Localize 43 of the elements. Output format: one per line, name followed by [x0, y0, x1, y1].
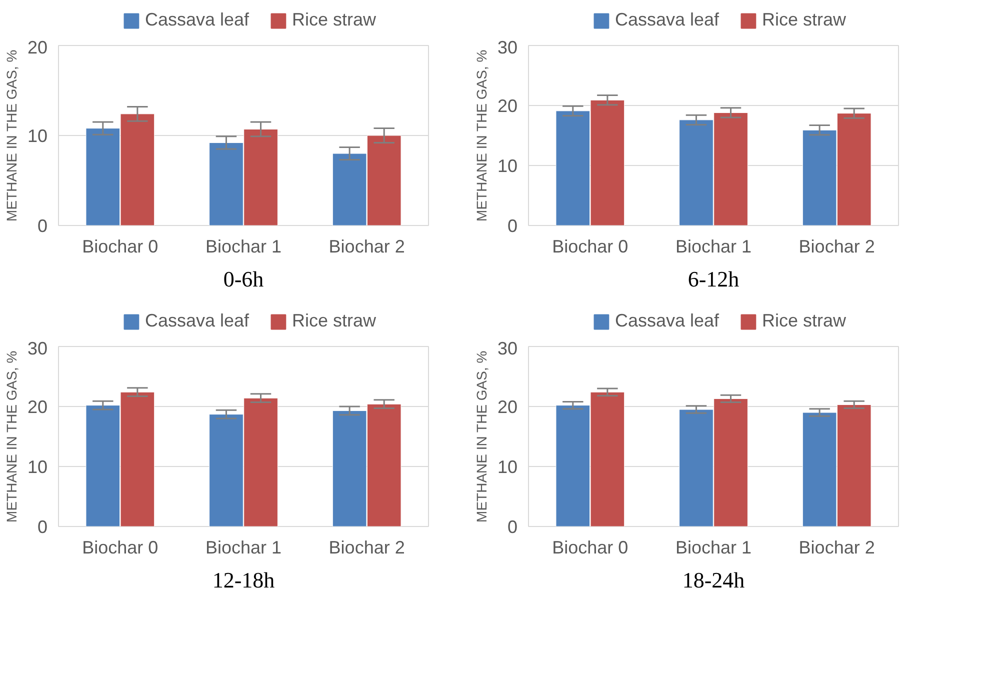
y-tick-label: 0	[37, 216, 48, 236]
y-tick-label: 0	[507, 216, 518, 236]
text: 6-12h	[688, 266, 740, 292]
y-tick-label: 20	[27, 397, 48, 417]
x-tick-label: Biochar 1	[675, 236, 752, 256]
legend-label: Rice straw	[292, 10, 376, 30]
y-tick-label: 30	[497, 38, 518, 58]
legend-label: Cassava leaf	[144, 310, 250, 332]
y-tick-label: 20	[497, 397, 518, 417]
x-tick-label: Biochar 2	[328, 538, 405, 558]
text: 12-18h	[212, 568, 275, 592]
x-tick-label: Biochar 2	[328, 236, 405, 256]
x-tick-label: Biochar 2	[798, 538, 875, 558]
legend-label: Cassava leaf	[614, 10, 720, 30]
y-tick-label: 10	[27, 457, 48, 477]
y-tick-label: 0	[507, 517, 518, 537]
x-tick-label: Biochar 0	[552, 538, 628, 558]
y-axis-title: METHANE IN THE GAS, %	[3, 50, 20, 222]
x-tick-label: Biochar 1	[205, 538, 282, 558]
y-tick-label: 0	[37, 517, 48, 537]
text: 18-24h	[682, 568, 745, 592]
x-tick-label: Biochar 0	[82, 538, 158, 558]
y-tick-label: 30	[497, 338, 518, 358]
y-tick-label: 20	[497, 96, 518, 116]
x-tick-label: Biochar 1	[675, 538, 752, 558]
legend-label: Cassava leaf	[144, 10, 250, 30]
y-axis-title: METHANE IN THE GAS, %	[473, 50, 490, 222]
y-tick-label: 20	[27, 38, 48, 58]
x-tick-label: Biochar 0	[552, 236, 628, 256]
y-axis-title: METHANE IN THE GAS, %	[3, 350, 20, 522]
y-tick-label: 10	[497, 457, 518, 477]
legend-label: Rice straw	[762, 10, 846, 30]
y-tick-label: 10	[497, 156, 518, 176]
y-tick-label: 10	[27, 126, 48, 146]
text: 0-6h	[223, 266, 264, 292]
x-tick-label: Biochar 2	[798, 236, 875, 256]
legend-label: Rice straw	[762, 310, 846, 332]
x-tick-label: Biochar 0	[82, 236, 158, 256]
legend-label: Rice straw	[292, 310, 376, 332]
y-axis-title: METHANE IN THE GAS, %	[473, 350, 490, 522]
y-tick-label: 30	[27, 338, 48, 358]
x-tick-label: Biochar 1	[205, 236, 282, 256]
legend-label: Cassava leaf	[614, 310, 720, 332]
